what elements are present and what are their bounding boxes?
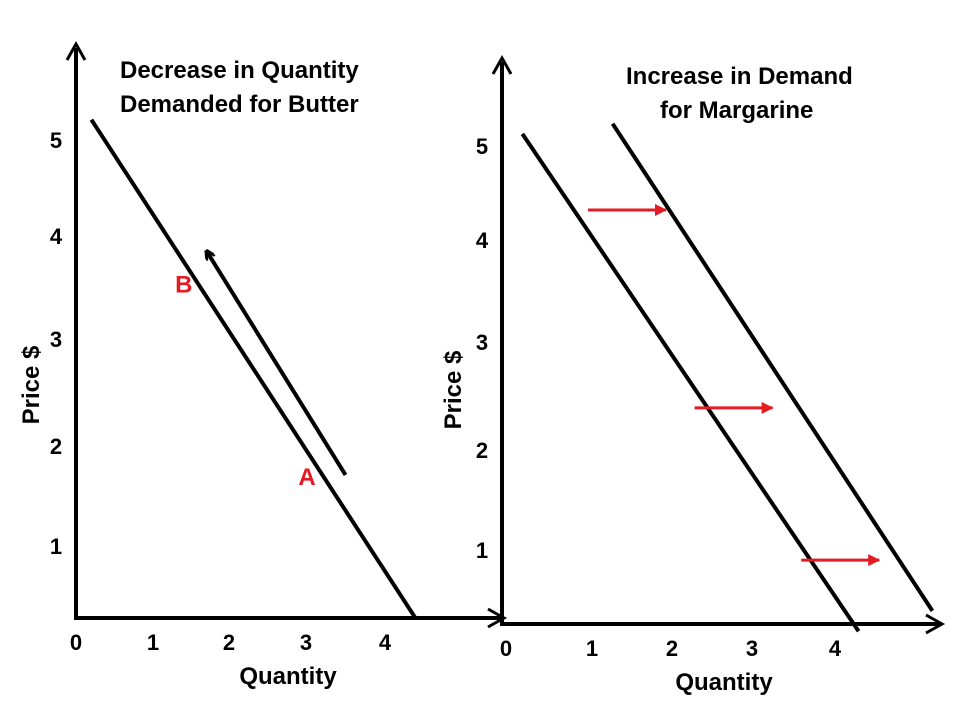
margarine-demand-curve-1	[520, 132, 861, 633]
butter-y-axis-arrowhead	[65, 40, 87, 61]
margarine-x-axis-arrowhead	[925, 613, 946, 635]
butter-x-label: Quantity	[239, 663, 337, 690]
margarine-x-tick-label: 0	[500, 636, 512, 661]
butter-x-tick-label: 2	[223, 630, 235, 655]
butter-point-label-b: B	[175, 271, 192, 298]
butter-y-tick-label: 3	[50, 327, 62, 352]
margarine-y-tick-label: 2	[476, 438, 488, 463]
butter-y-tick-label: 4	[50, 224, 63, 249]
margarine-y-ticks: 1 2 3 4 5	[476, 134, 489, 563]
butter-plot: BA	[89, 118, 417, 619]
margarine-chart-title-line-1: Increase in Demand	[626, 63, 853, 90]
margarine-y-label: Price $	[440, 350, 467, 429]
margarine-x-label: Quantity	[675, 669, 773, 696]
butter-y-tick-label: 1	[50, 534, 62, 559]
margarine-x-tick-label: 4	[829, 636, 842, 661]
margarine-x-tick-label: 3	[746, 636, 758, 661]
margarine-chart-title-line-2: for Margarine	[660, 97, 813, 124]
butter-chart-title-line-1: Decrease in Quantity	[120, 57, 359, 84]
butter-x-tick-label: 1	[147, 630, 159, 655]
margarine-plot	[520, 122, 935, 633]
margarine-y-tick-label: 4	[476, 228, 489, 253]
butter-y-tick-label: 2	[50, 434, 62, 459]
margarine-x-tick-label: 2	[666, 636, 678, 661]
margarine-y-tick-label: 5	[476, 134, 488, 159]
margarine-demand-curve-2	[610, 122, 935, 612]
butter-y-tick-label: 5	[50, 128, 62, 153]
butter-chart: Decrease in Quantity Demanded for Butter…	[18, 40, 508, 690]
butter-y-ticks: 1 2 3 4 5	[50, 128, 63, 559]
margarine-y-tick-label: 3	[476, 330, 488, 355]
margarine-y-axis-arrowhead	[491, 54, 513, 75]
butter-movement-arrow	[207, 252, 348, 477]
margarine-x-ticks: 0 1 2 3 4	[500, 636, 842, 661]
butter-demand-curve-1	[89, 118, 417, 619]
margarine-chart: Increase in Demand for Margarine Price $…	[440, 54, 946, 696]
butter-point-label-a: A	[298, 464, 315, 491]
margarine-x-tick-label: 1	[586, 636, 598, 661]
butter-x-tick-label: 0	[70, 630, 82, 655]
butter-y-label: Price $	[18, 345, 45, 424]
butter-x-tick-label: 4	[379, 630, 392, 655]
butter-x-ticks: 0 1 2 3 4	[70, 630, 392, 655]
butter-x-tick-label: 3	[300, 630, 312, 655]
butter-chart-title-line-2: Demanded for Butter	[120, 91, 359, 118]
margarine-y-tick-label: 1	[476, 538, 488, 563]
